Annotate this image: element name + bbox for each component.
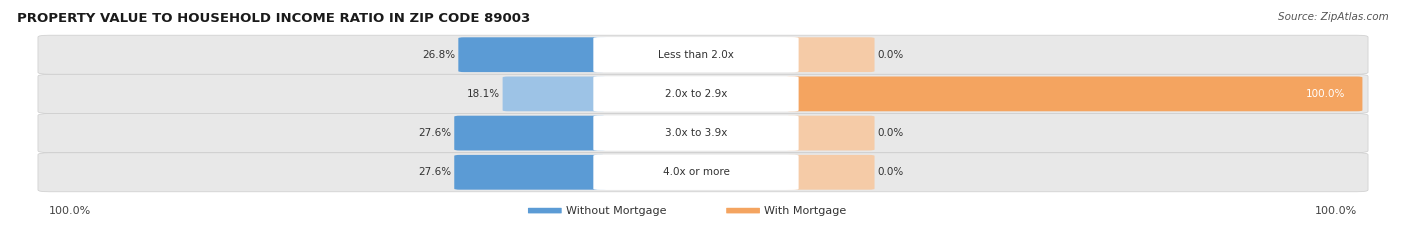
Text: 100.0%: 100.0% [49, 206, 91, 216]
Text: Without Mortgage: Without Mortgage [567, 206, 666, 216]
Text: 0.0%: 0.0% [877, 128, 904, 138]
FancyBboxPatch shape [786, 37, 875, 72]
FancyBboxPatch shape [454, 116, 606, 150]
FancyBboxPatch shape [727, 208, 761, 213]
FancyBboxPatch shape [593, 76, 799, 112]
FancyBboxPatch shape [38, 113, 1368, 153]
FancyBboxPatch shape [458, 37, 606, 72]
Text: Less than 2.0x: Less than 2.0x [658, 50, 734, 60]
FancyBboxPatch shape [786, 116, 875, 150]
Text: 0.0%: 0.0% [877, 50, 904, 60]
FancyBboxPatch shape [529, 208, 562, 213]
FancyBboxPatch shape [786, 155, 875, 190]
FancyBboxPatch shape [786, 77, 1362, 111]
Text: 27.6%: 27.6% [419, 128, 451, 138]
FancyBboxPatch shape [593, 155, 799, 190]
Text: 26.8%: 26.8% [422, 50, 456, 60]
Text: PROPERTY VALUE TO HOUSEHOLD INCOME RATIO IN ZIP CODE 89003: PROPERTY VALUE TO HOUSEHOLD INCOME RATIO… [17, 12, 530, 25]
FancyBboxPatch shape [502, 77, 606, 111]
Text: 100.0%: 100.0% [1315, 206, 1357, 216]
Text: 100.0%: 100.0% [1306, 89, 1346, 99]
Text: 27.6%: 27.6% [419, 167, 451, 177]
Text: With Mortgage: With Mortgage [765, 206, 846, 216]
FancyBboxPatch shape [38, 153, 1368, 192]
Text: Source: ZipAtlas.com: Source: ZipAtlas.com [1278, 12, 1389, 22]
FancyBboxPatch shape [38, 74, 1368, 113]
FancyBboxPatch shape [454, 155, 606, 190]
Text: 0.0%: 0.0% [877, 167, 904, 177]
Text: 3.0x to 3.9x: 3.0x to 3.9x [665, 128, 727, 138]
Text: 18.1%: 18.1% [467, 89, 499, 99]
FancyBboxPatch shape [593, 37, 799, 72]
Text: 2.0x to 2.9x: 2.0x to 2.9x [665, 89, 727, 99]
FancyBboxPatch shape [38, 35, 1368, 74]
Text: 4.0x or more: 4.0x or more [662, 167, 730, 177]
FancyBboxPatch shape [593, 115, 799, 151]
